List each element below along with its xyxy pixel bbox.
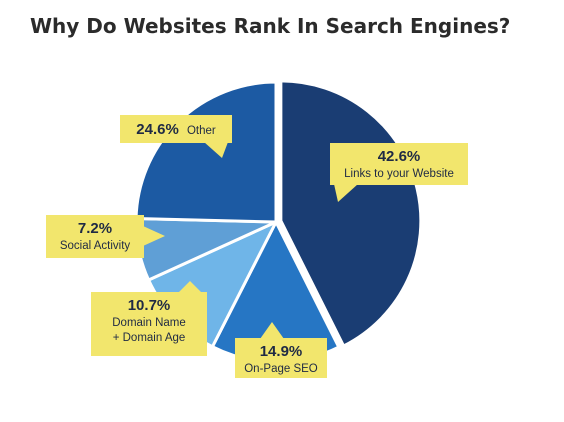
slice-callout: 14.9% On-Page SEO — [235, 322, 327, 378]
slice-percent-label: 14.9% — [260, 343, 303, 360]
callout-pointer — [143, 226, 165, 246]
slice-callout: 24.6% Other — [120, 115, 232, 158]
slice-category-label: Domain Name — [112, 317, 186, 329]
slice-category-label: + Domain Age — [113, 332, 186, 344]
slice-callout: 7.2% Social Activity — [46, 215, 165, 258]
slice-percent-label: 42.6% — [378, 148, 421, 165]
slice-category-label: Social Activity — [60, 240, 131, 252]
pie-slice — [134, 80, 278, 224]
slice-category-label: Links to your Website — [344, 168, 454, 180]
slice-percent-label: 7.2% — [78, 220, 112, 237]
callout-box — [330, 143, 468, 185]
callout-pointer — [178, 281, 202, 293]
callout-box — [91, 292, 207, 356]
slice-callout: 10.7% Domain Name + Domain Age — [91, 281, 207, 356]
callout-pointer — [260, 322, 284, 339]
callout-box — [46, 215, 144, 258]
chart-title: Why Do Websites Rank In Search Engines? — [30, 14, 511, 38]
slice-category-label: Other — [187, 125, 216, 137]
callout-box — [235, 338, 327, 378]
callout-box — [120, 115, 232, 143]
callout-pointer — [334, 184, 358, 202]
slice-callout: 42.6% Links to your Website — [330, 143, 468, 202]
slice-category-label: On-Page SEO — [244, 363, 318, 375]
slice-percent-label: 10.7% — [128, 297, 171, 314]
callout-pointer — [204, 142, 228, 158]
callout-text: 24.6% Other — [136, 121, 216, 138]
slice-percent-label: 24.6% — [136, 121, 183, 138]
